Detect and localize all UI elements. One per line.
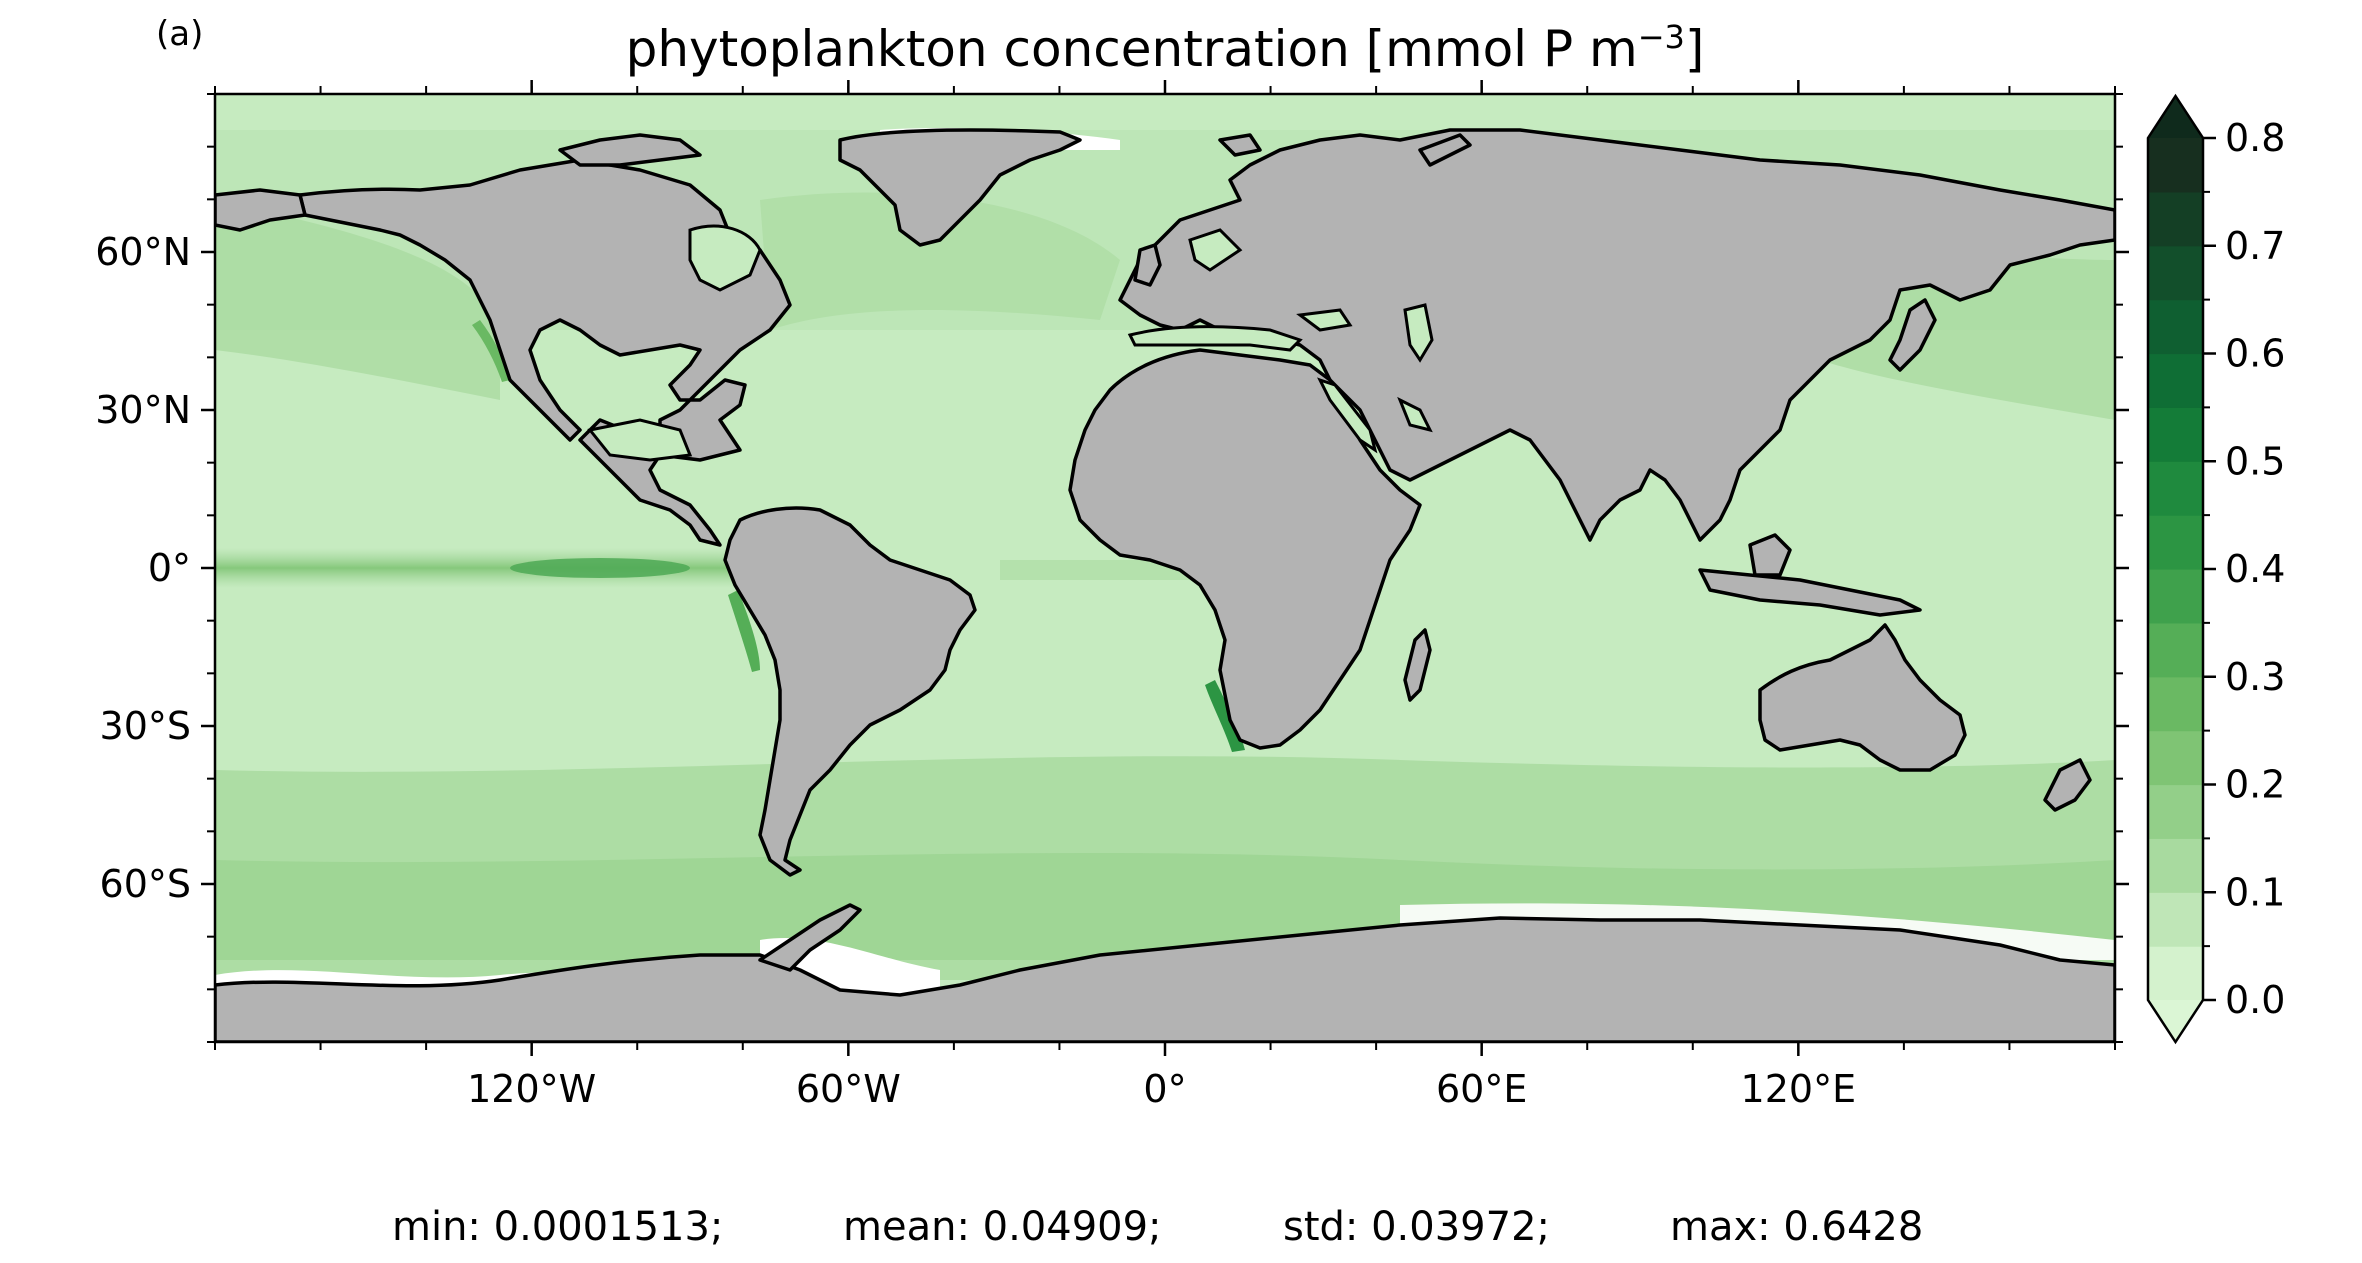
land-greenland [838, 128, 1082, 247]
colorbar-level [2148, 191, 2203, 247]
land-australia [1758, 623, 1967, 772]
colorbar-tick-label: 0.1 [2225, 870, 2285, 914]
colorbar-level [2148, 407, 2203, 462]
colorbar-level [2148, 515, 2203, 570]
x-tick-label: 0° [1143, 1067, 1186, 1111]
colorbar-tick-label: 0.8 [2225, 116, 2285, 160]
map-title-superscript: −3 [1638, 18, 1685, 56]
stats-line: min: 0.0001513; mean: 0.04909; std: 0.03… [392, 1204, 1923, 1250]
colorbar-level [2148, 946, 2203, 1001]
land-africa [1068, 348, 1422, 750]
ocean-benguela-upwelling [1205, 680, 1245, 752]
stat-min: min: 0.0001513; [392, 1204, 723, 1250]
colorbar-extend-max [2148, 96, 2203, 138]
land-antarctica [215, 916, 2115, 1042]
map-axes: 120°W 60°W 0° 60°E 120°E 60°N 30°N 0° 30°S 60°S [95, 80, 2129, 1111]
land-arctic-archipelago [558, 133, 702, 167]
map-title-closing: ] [1685, 20, 1705, 78]
land-indonesia [1698, 568, 1922, 617]
colorbar-tick-label: 0.4 [2225, 547, 2285, 591]
gulf-of-mexico [587, 418, 693, 462]
colorbar-level [2148, 622, 2203, 678]
colorbar-level [2148, 461, 2203, 516]
colorbar-level [2148, 676, 2203, 732]
colorbar-level [2148, 138, 2203, 193]
stat-mean: mean: 0.04909; [843, 1204, 1162, 1250]
colorbar-tick-label: 0.7 [2225, 224, 2285, 268]
land-novaya-zemlya [1418, 133, 1472, 167]
y-tick-label: 60°S [100, 862, 191, 906]
colorbar-level [2148, 892, 2203, 947]
ocean-north-atlantic [760, 192, 1120, 330]
colorbar-level [2148, 569, 2203, 624]
stat-max: max: 0.6428 [1670, 1204, 1923, 1250]
ocean-north-pacific-east [215, 200, 500, 400]
inland-seas [587, 224, 1434, 462]
red-sea [1317, 377, 1378, 454]
land-alaska-tip [215, 188, 307, 232]
colorbar-level [2148, 299, 2203, 355]
ocean-humboldt-upwelling [728, 590, 760, 672]
land-south-america [723, 506, 977, 877]
colorbar-level [2148, 838, 2203, 893]
colorbar-tick-label: 0.5 [2225, 439, 2285, 483]
panel-label: (a) [156, 14, 203, 54]
baltic-sea [1188, 228, 1243, 272]
black-sea [1296, 308, 1353, 332]
colorbar-level [2148, 245, 2203, 301]
x-tick-label: 60°W [796, 1067, 901, 1111]
colorbar-tick-label: 0.2 [2225, 763, 2285, 807]
x-tick-label: 120°W [467, 1067, 596, 1111]
caspian-sea [1403, 303, 1434, 363]
y-tick-label: 60°N [95, 230, 191, 274]
land-new-zealand [2043, 758, 2092, 812]
map-title: phytoplankton concentration [mmol P m−3] [626, 18, 1705, 78]
map-panel [215, 94, 2115, 1042]
mediterranean [1127, 325, 1303, 352]
y-tick-label: 30°N [95, 388, 191, 432]
land-japan [1888, 298, 1937, 372]
x-tick-label: 60°E [1436, 1067, 1527, 1111]
colorbar: 0.0 0.1 0.2 0.3 0.4 0.5 0.6 0.7 0.8 [2146, 93, 2285, 1045]
land-europe-asia [1118, 128, 2115, 542]
colorbar-level [2148, 353, 2203, 408]
x-tick-label: 120°E [1741, 1067, 1857, 1111]
colorbar-level [2148, 730, 2203, 786]
y-tick-label: 0° [148, 546, 191, 590]
colorbar-tick-label: 0.3 [2225, 655, 2285, 699]
land-borneo [1748, 533, 1792, 577]
ocean-california-upwelling [472, 320, 510, 382]
land [215, 128, 2115, 1042]
ocean-equatorial-peak [510, 558, 690, 578]
persian-gulf [1397, 396, 1433, 433]
stat-std: std: 0.03972; [1283, 1204, 1550, 1250]
land-madagascar [1403, 628, 1432, 702]
land-british-isles [1133, 243, 1162, 287]
land-antarctic-peninsula [758, 903, 862, 972]
land-svalbard [1218, 133, 1262, 157]
y-tick-label: 30°S [100, 704, 191, 748]
map-title-main: phytoplankton concentration [mmol P m [626, 20, 1638, 78]
hudson-bay [688, 224, 762, 292]
colorbar-extend-min [2148, 1000, 2203, 1042]
colorbar-tick-label: 0.0 [2225, 978, 2285, 1022]
colorbar-tick-label: 0.6 [2225, 332, 2285, 376]
colorbar-level [2148, 784, 2203, 839]
